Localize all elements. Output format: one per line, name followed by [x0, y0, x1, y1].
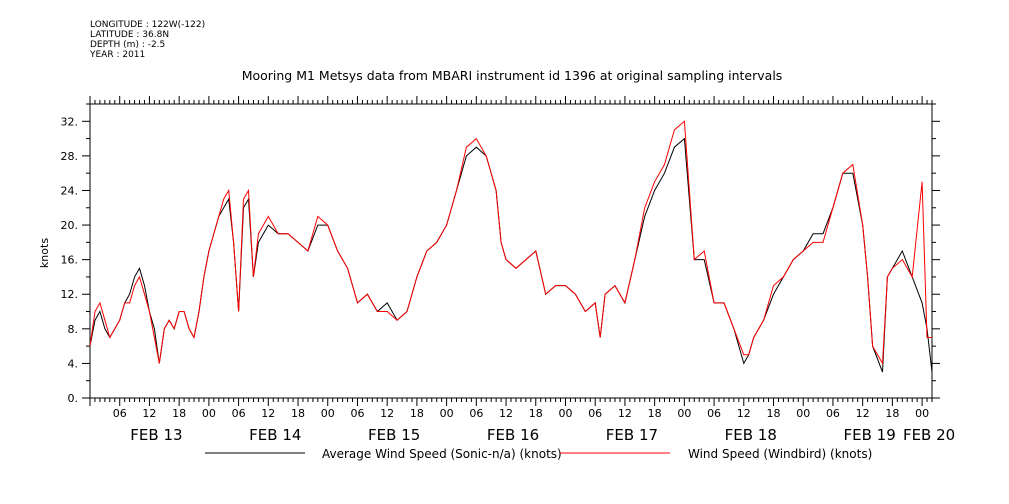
x-tick-label: 18: [885, 407, 899, 420]
chart-title: Mooring M1 Metsys data from MBARI instru…: [242, 68, 783, 83]
x-tick-label: 12: [618, 407, 632, 420]
metadata-block: LONGITUDE : 122W(-122) LATITUDE : 36.8N …: [90, 20, 205, 60]
x-day-label: FEB 18: [725, 426, 777, 444]
longitude-text: LONGITUDE : 122W(-122): [90, 20, 206, 30]
x-day-label: FEB 14: [249, 426, 301, 444]
plot-frame: [89, 103, 933, 399]
y-tick-label: 8.: [68, 323, 79, 336]
x-tick-label: 18: [172, 407, 186, 420]
x-day-label: FEB 19: [844, 426, 896, 444]
x-tick-label: 06: [113, 407, 127, 420]
x-tick-label: 18: [648, 407, 662, 420]
series-layer: [89, 120, 933, 373]
series-windbird-line: [89, 120, 932, 366]
y-tick-label: 12.: [61, 288, 79, 301]
x-tick-label: 12: [856, 407, 870, 420]
x-tick-label: 12: [737, 407, 751, 420]
x-day-label: FEB 15: [368, 426, 420, 444]
x-tick-label: 06: [469, 407, 483, 420]
y-tick-label: 20.: [61, 219, 79, 232]
x-tick-label: 18: [291, 407, 305, 420]
legend-label-average-wind: Average Wind Speed (Sonic-n/a) (knots): [322, 447, 562, 461]
x-tick-label: 00: [796, 407, 810, 420]
y-tick-label: 32.: [61, 115, 79, 128]
x-tick-label: 06: [350, 407, 364, 420]
x-tick-label: 06: [707, 407, 721, 420]
x-tick-label: 06: [232, 407, 246, 420]
legend: Average Wind Speed (Sonic-n/a) (knots) W…: [205, 447, 872, 461]
x-tick-label: 18: [529, 407, 543, 420]
x-day-label: FEB 13: [130, 426, 182, 444]
x-tick-label: 00: [677, 407, 691, 420]
x-day-label: FEB 20: [903, 426, 955, 444]
x-tick-label: 06: [588, 407, 602, 420]
y-tick-label: 16.: [61, 254, 79, 267]
x-tick-label: 00: [558, 407, 572, 420]
y-axis: 0. 4. 8. 12. 16. 20. 24. 28. 32.: [61, 103, 940, 405]
x-tick-label: 00: [915, 407, 929, 420]
y-tick-label: 24.: [61, 184, 79, 197]
x-tick-label: 12: [499, 407, 513, 420]
x-tick-label: 00: [321, 407, 335, 420]
x-tick-label: 06: [826, 407, 840, 420]
x-axis: 06 12 18 00 06 12 18 00 06 12 18 00 06 12 18 00 06 12 18 00…: [113, 407, 956, 444]
y-axis-label: knots: [38, 238, 51, 268]
legend-label-windbird: Wind Speed (Windbird) (knots): [688, 447, 872, 461]
depth-text: DEPTH (m) : -2.5: [90, 40, 166, 50]
year-text: YEAR : 2011: [90, 50, 146, 60]
x-tick-label: 18: [410, 407, 424, 420]
minor-ticks: [89, 96, 933, 406]
x-day-label: FEB 16: [487, 426, 539, 444]
series-average-wind-line: [89, 137, 933, 373]
y-tick-label: 28.: [61, 150, 79, 163]
y-tick-label: 0.: [68, 392, 79, 405]
x-tick-label: 12: [261, 407, 275, 420]
latitude-text: LATITUDE : 36.8N: [90, 30, 170, 40]
x-tick-label: 00: [440, 407, 454, 420]
y-tick-label: 4.: [68, 357, 79, 370]
x-tick-label: 12: [142, 407, 156, 420]
x-tick-label: 12: [380, 407, 394, 420]
x-day-label: FEB 17: [606, 426, 658, 444]
x-tick-label: 00: [202, 407, 216, 420]
x-tick-label: 18: [767, 407, 781, 420]
